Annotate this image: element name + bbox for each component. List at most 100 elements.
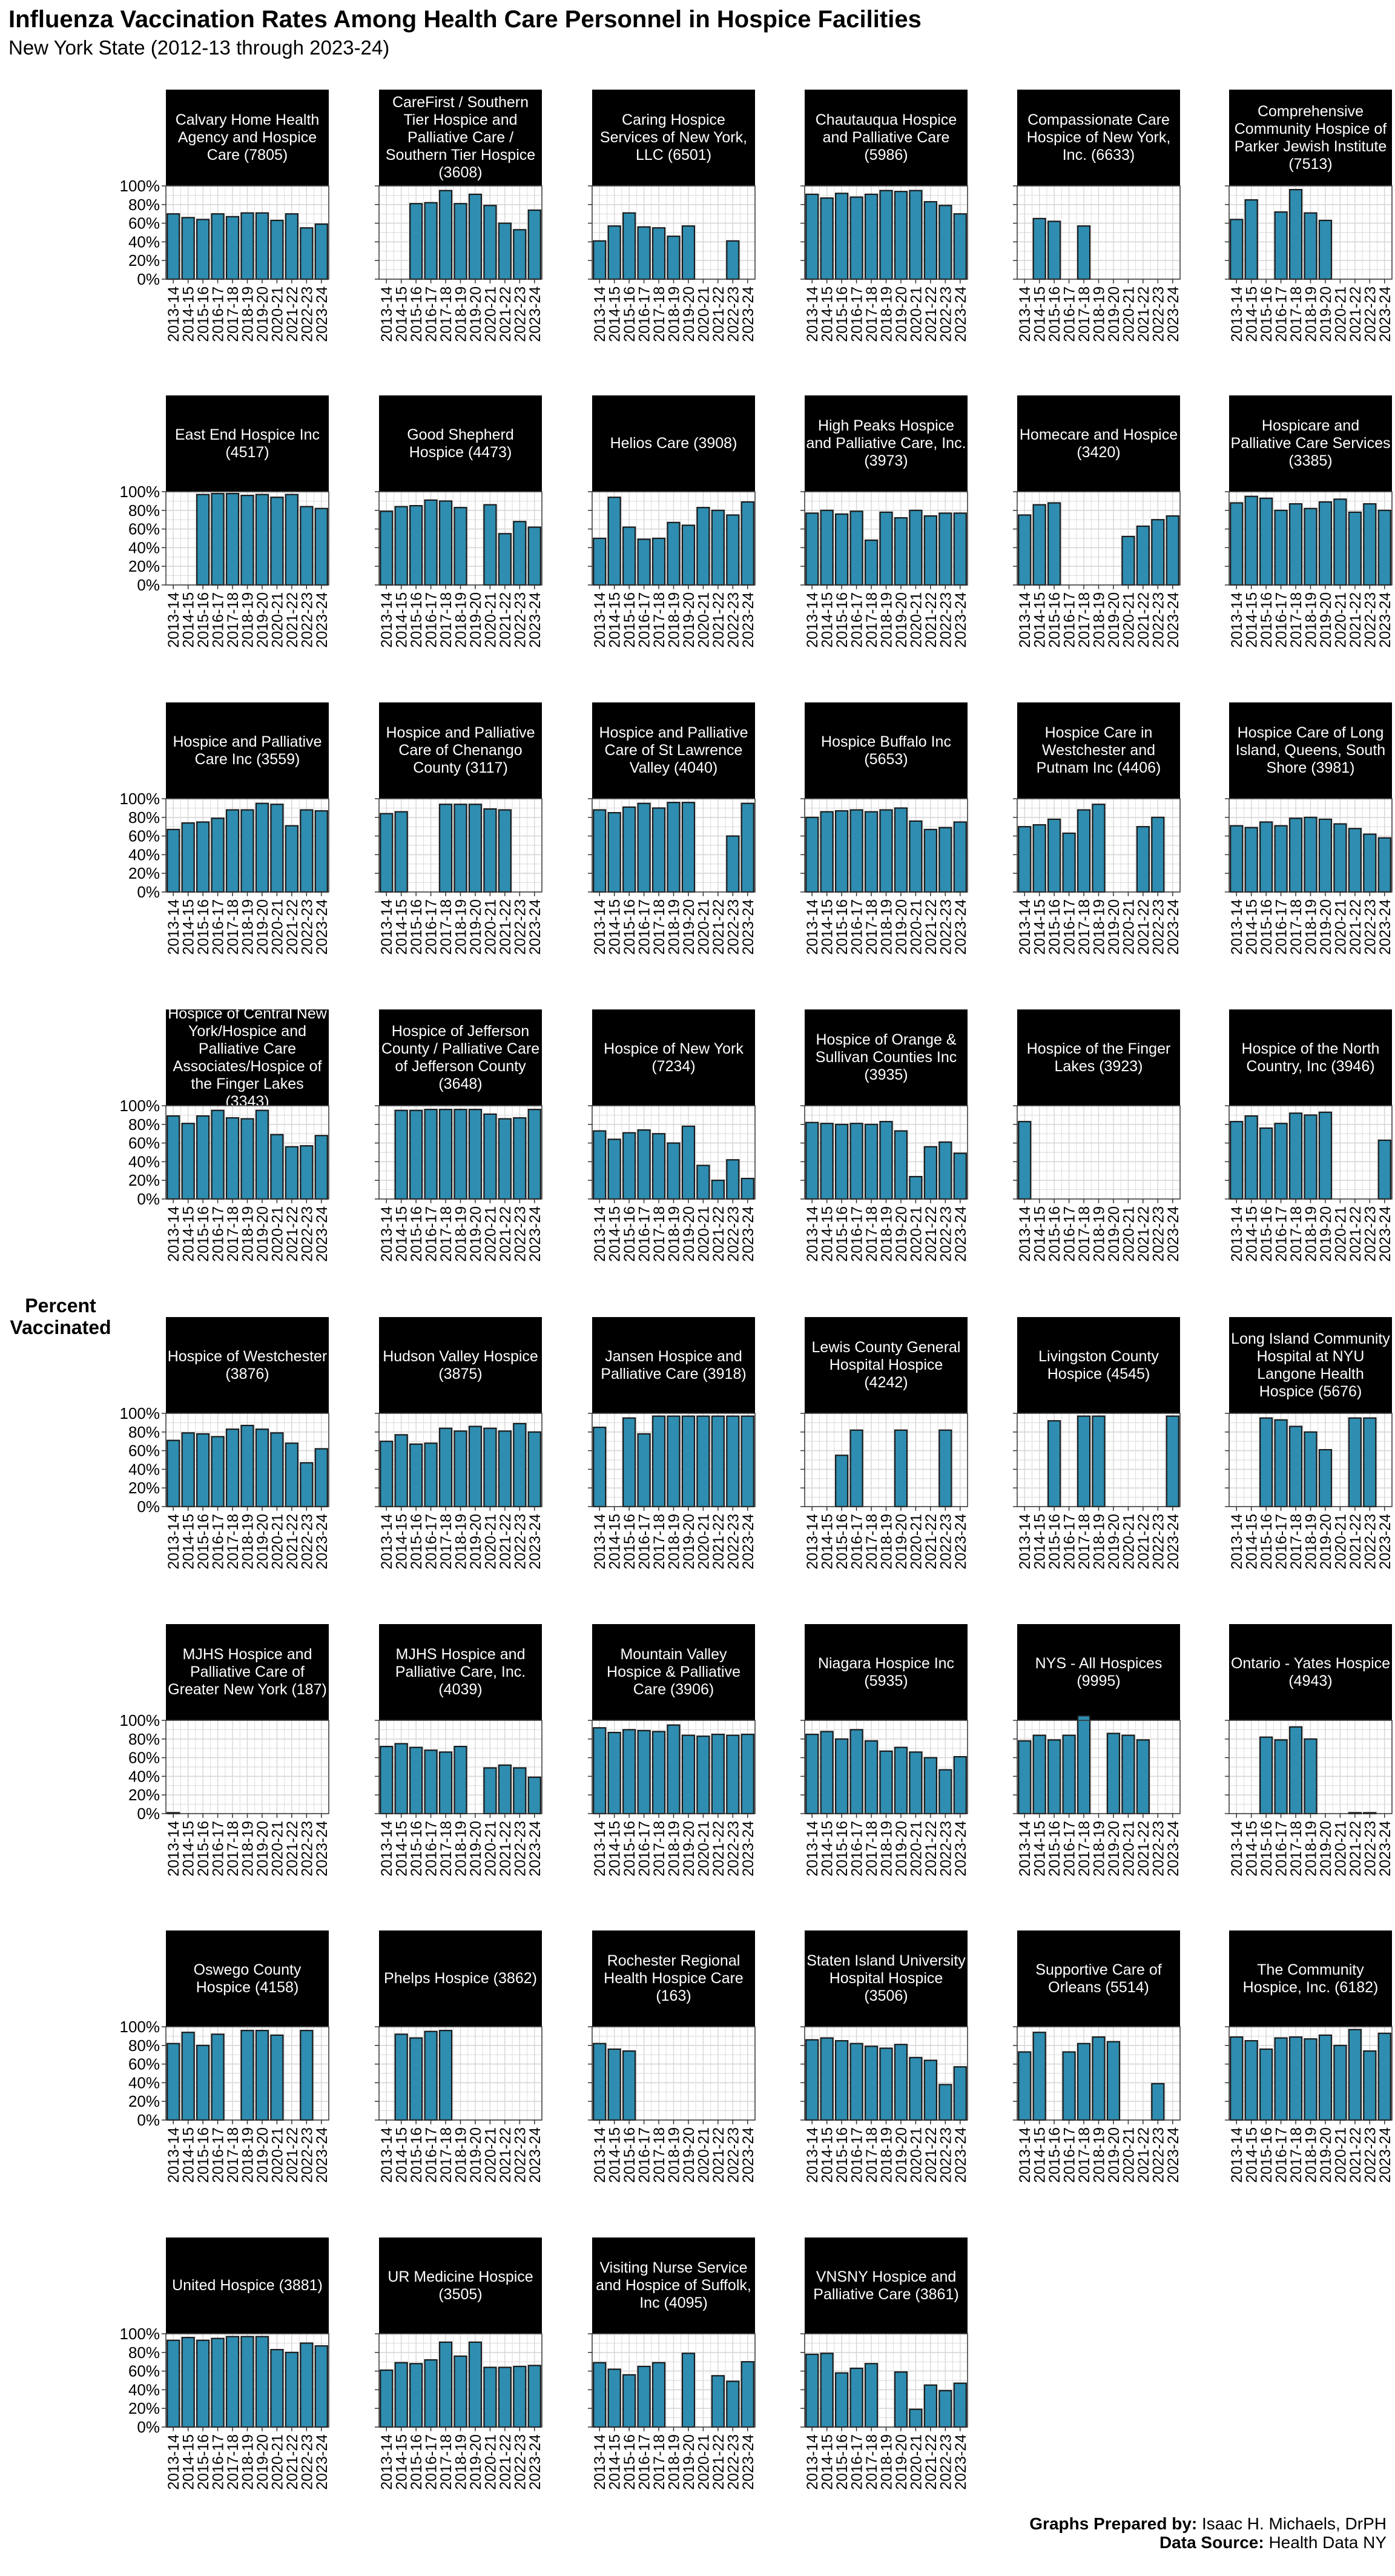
- x-tick-label: 2015-16: [195, 1206, 212, 1262]
- x-tick-label: 2015-16: [621, 1206, 638, 1262]
- bar: [196, 494, 210, 586]
- x-tick-label: 2017-18: [225, 2127, 242, 2183]
- bar: [498, 533, 512, 586]
- bar: [498, 1430, 512, 1508]
- bar: [1151, 519, 1165, 586]
- bar: [938, 205, 952, 280]
- x-tick-label: 2018-19: [1091, 592, 1108, 648]
- x-tick-label: 2022-23: [937, 1206, 954, 1262]
- x-tick-label: 2023-24: [952, 1206, 969, 1262]
- facet-panel: Hospice Buffalo Inc (5653) 2013-14 2014-15…: [800, 702, 969, 1038]
- x-tick-label: 2014-15: [1032, 592, 1049, 648]
- x-tick-label: 2019-20: [681, 899, 698, 955]
- facet-strip-label: Mountain Valley Hospice & Palliative Car…: [592, 1624, 755, 1720]
- bar: [726, 2380, 740, 2428]
- bar: [667, 521, 681, 586]
- y-tick-label: 40%: [128, 1152, 160, 1171]
- x-tick-label: 2015-16: [195, 2434, 212, 2490]
- x-tick-label: 2014-15: [819, 1514, 836, 1570]
- x-tick-label: 2015-16: [834, 286, 851, 342]
- bar: [527, 1776, 541, 1815]
- x-tick-label: 2020-21: [482, 286, 499, 342]
- x-tick-label: 2023-24: [740, 899, 757, 955]
- x-tick-label: 2022-23: [512, 286, 529, 342]
- x-tick-label: 2019-20: [681, 1821, 698, 1877]
- facet-plot: 2013-142014-152015-162016-172017-182018-…: [800, 2333, 969, 2490]
- x-tick-label: 2013-14: [804, 1206, 821, 1262]
- bar: [637, 226, 651, 280]
- y-tick-label: 0%: [137, 270, 160, 288]
- bar: [1077, 809, 1091, 893]
- y-tick-label: 20%: [128, 2092, 160, 2110]
- x-tick-label: 2013-14: [378, 899, 395, 955]
- x-tick-label: 2016-17: [423, 1821, 440, 1877]
- bar: [468, 1109, 483, 1200]
- bar: [593, 537, 607, 586]
- x-tick-label: 2023-24: [314, 1514, 331, 1570]
- x-tick-label: 2019-20: [893, 1514, 910, 1570]
- prepared-by: Graphs Prepared by: Isaac H. Michaels, D…: [1029, 2514, 1387, 2534]
- prepared-by-value: Isaac H. Michaels, DrPH: [1202, 2514, 1387, 2533]
- bar: [1259, 821, 1273, 893]
- facet-panel: MJHS Hospice and Palliative Care of Grea…: [120, 1624, 331, 1960]
- bar: [835, 1738, 849, 1815]
- bar: [667, 802, 681, 893]
- x-tick-label: 2023-24: [1377, 2127, 1394, 2183]
- bar: [1230, 219, 1244, 280]
- x-tick-label: 2020-21: [695, 1514, 712, 1570]
- bar: [424, 2359, 438, 2428]
- facet-plot: 2013-142014-152015-162016-172017-182018-…: [800, 798, 969, 955]
- bar: [196, 2339, 210, 2428]
- facet-plot: 0%20%40%60%80%100%2013-142014-152015-162…: [120, 177, 331, 342]
- x-tick-label: 2015-16: [1046, 1514, 1063, 1570]
- x-tick-label: 2018-19: [666, 592, 683, 648]
- x-tick-label: 2018-19: [1091, 2127, 1108, 2183]
- facet-plot: 2013-142014-152015-162016-172017-182018-…: [375, 2026, 544, 2183]
- x-tick-label: 2023-24: [527, 592, 544, 648]
- x-tick-label: 2016-17: [1273, 1821, 1290, 1877]
- x-tick-label: 2017-18: [1288, 2127, 1305, 2183]
- x-tick-label: 2022-23: [298, 1206, 315, 1262]
- x-tick-label: 2018-19: [1303, 1206, 1320, 1262]
- x-tick-label: 2014-15: [1244, 1206, 1261, 1262]
- bar: [1333, 2044, 1347, 2121]
- x-tick-label: 2015-16: [621, 1821, 638, 1877]
- x-tick-label: 2022-23: [512, 1206, 529, 1262]
- facet-panel: Hospice and Palliative Care of St Lawren…: [588, 702, 757, 1038]
- x-tick-label: 2020-21: [695, 1206, 712, 1262]
- x-tick-label: 2016-17: [1273, 592, 1290, 648]
- facet-strip-label: Hospice and Palliative Care of Chenango …: [379, 702, 542, 799]
- facet-strip-label: MJHS Hospice and Palliative Care, Inc. (…: [379, 1624, 542, 1720]
- x-tick-label: 2014-15: [394, 1514, 411, 1570]
- facet-strip-label: Hospicare and Palliative Care Services (…: [1229, 395, 1392, 492]
- facet-plot: 2013-142014-152015-162016-172017-182018-…: [1013, 1105, 1182, 1262]
- facet-plot: 0%20%40%60%80%100%2013-142014-152015-162…: [120, 1404, 331, 1570]
- y-tick-label: 100%: [120, 790, 160, 808]
- x-tick-label: 2020-21: [1332, 1514, 1349, 1570]
- x-tick-label: 2022-23: [937, 2434, 954, 2490]
- x-tick-label: 2021-22: [923, 2434, 940, 2490]
- bar: [394, 1743, 408, 1815]
- x-tick-label: 2015-16: [1258, 2127, 1275, 2183]
- y-tick-label: 100%: [120, 177, 160, 195]
- bar: [607, 1731, 621, 1815]
- facet-panel: Hospice Care of Long Island, Queens, Sou…: [1225, 702, 1394, 1038]
- x-tick-label: 2015-16: [408, 899, 425, 955]
- facet-panel: Hospice of the North Country, Inc (3946)…: [1225, 1009, 1394, 1345]
- bar: [1363, 503, 1377, 586]
- x-tick-label: 2021-22: [284, 592, 301, 648]
- x-tick-label: 2022-23: [1362, 2127, 1379, 2183]
- bar: [300, 2342, 314, 2428]
- bar: [1288, 1425, 1303, 1508]
- y-tick-label: 0%: [137, 1190, 160, 1208]
- x-tick-label: 2022-23: [725, 592, 742, 648]
- bar: [726, 1415, 740, 1508]
- bar: [849, 196, 863, 280]
- bar: [1304, 2038, 1318, 2121]
- x-tick-label: 2016-17: [636, 592, 653, 648]
- x-tick-label: 2019-20: [467, 1821, 484, 1877]
- x-tick-label: 2014-15: [819, 1206, 836, 1262]
- x-tick-label: 2022-23: [725, 899, 742, 955]
- bar: [513, 1117, 527, 1200]
- bar: [1363, 833, 1377, 893]
